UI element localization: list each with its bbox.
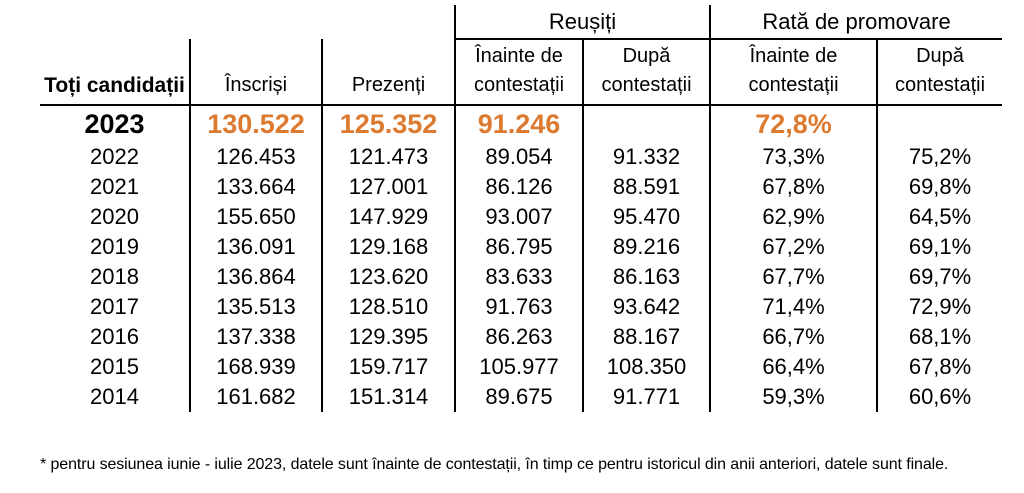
value-cell: 69,1% (876, 232, 1003, 262)
value-cell: 89.675 (454, 382, 584, 412)
value-cell: 147.929 (320, 202, 456, 232)
value-cell: 125.352 (320, 105, 456, 142)
col-header-prezenti: Prezenți (320, 39, 456, 106)
table-row-2020: 2020 155.650 147.929 93.007 95.470 62,9%… (40, 202, 1003, 232)
value-cell: 59,3% (709, 382, 878, 412)
value-cell: 67,8% (709, 172, 878, 202)
table-row-2023: 2023 130.522 125.352 91.246 72,8% (40, 105, 1003, 142)
year-cell: 2017 (90, 294, 139, 319)
value-cell: 136.864 (189, 262, 322, 292)
year-cell: 2019 (90, 234, 139, 259)
col-header-rata-dupa: După contestații (876, 39, 1003, 106)
year-cell: 2023 (84, 109, 145, 139)
table-row-2019: 2019 136.091 129.168 86.795 89.216 67,2%… (40, 232, 1003, 262)
table-row-2014: 2014 161.682 151.314 89.675 91.771 59,3%… (40, 382, 1003, 412)
value-cell: 168.939 (189, 352, 322, 382)
value-cell: 73,3% (709, 142, 878, 172)
group-header-rata-promovare: Rată de promovare (709, 5, 1003, 40)
table-row-2015: 2015 168.939 159.717 105.977 108.350 66,… (40, 352, 1003, 382)
year-cell: 2016 (90, 324, 139, 349)
year-cell: 2014 (90, 384, 139, 409)
value-cell: 88.591 (582, 172, 711, 202)
year-cell: 2018 (90, 264, 139, 289)
value-cell: 108.350 (582, 352, 711, 382)
col-header-reusiti-inainte: Înainte de contestații (454, 39, 584, 106)
value-cell: 68,1% (876, 322, 1003, 352)
value-cell: 67,8% (876, 352, 1003, 382)
year-cell: 2022 (90, 144, 139, 169)
value-cell: 129.395 (320, 322, 456, 352)
value-cell (582, 105, 711, 142)
value-cell: 93.642 (582, 292, 711, 322)
value-cell: 128.510 (320, 292, 456, 322)
value-cell: 129.168 (320, 232, 456, 262)
value-cell: 64,5% (876, 202, 1003, 232)
footnote: * pentru sesiunea iunie - iulie 2023, da… (40, 456, 949, 473)
table-row-2022: 2022 126.453 121.473 89.054 91.332 73,3%… (40, 142, 1003, 172)
value-cell: 67,7% (709, 262, 878, 292)
value-cell: 151.314 (320, 382, 456, 412)
table-row-2017: 2017 135.513 128.510 91.763 93.642 71,4%… (40, 292, 1003, 322)
value-cell: 86.126 (454, 172, 584, 202)
value-cell: 91.763 (454, 292, 584, 322)
col-header-inscrisi: Înscriși (189, 39, 322, 106)
table-row-2016: 2016 137.338 129.395 86.263 88.167 66,7%… (40, 322, 1003, 352)
group-header-row: Reușiți Rată de promovare (40, 5, 1003, 40)
value-cell: 75,2% (876, 142, 1003, 172)
value-cell: 105.977 (454, 352, 584, 382)
value-cell (876, 105, 1003, 142)
value-cell: 161.682 (189, 382, 322, 412)
table-row-2018: 2018 136.864 123.620 83.633 86.163 67,7%… (40, 262, 1003, 292)
value-cell: 66,7% (709, 322, 878, 352)
value-cell: 89.216 (582, 232, 711, 262)
value-cell: 136.091 (189, 232, 322, 262)
year-cell: 2015 (90, 354, 139, 379)
value-cell: 86.163 (582, 262, 711, 292)
value-cell: 95.470 (582, 202, 711, 232)
value-cell: 127.001 (320, 172, 456, 202)
bac-results-table: Reușiți Rată de promovare Toți candidați… (40, 5, 1003, 412)
value-cell: 137.338 (189, 322, 322, 352)
value-cell: 69,8% (876, 172, 1003, 202)
value-cell: 71,4% (709, 292, 878, 322)
value-cell: 91.332 (582, 142, 711, 172)
year-cell: 2021 (90, 174, 139, 199)
table-row-2021: 2021 133.664 127.001 86.126 88.591 67,8%… (40, 172, 1003, 202)
value-cell: 60,6% (876, 382, 1003, 412)
value-cell: 93.007 (454, 202, 584, 232)
value-cell: 89.054 (454, 142, 584, 172)
value-cell: 83.633 (454, 262, 584, 292)
year-cell: 2020 (90, 204, 139, 229)
value-cell: 121.473 (320, 142, 456, 172)
value-cell: 67,2% (709, 232, 878, 262)
value-cell: 155.650 (189, 202, 322, 232)
value-cell: 72,9% (876, 292, 1003, 322)
column-header-row: Toți candidații Înscriși Prezenți Înaint… (40, 39, 1003, 106)
col-header-rata-inainte: Înainte de contestații (709, 39, 878, 106)
value-cell: 62,9% (709, 202, 878, 232)
value-cell: 91.246 (454, 105, 584, 142)
value-cell: 88.167 (582, 322, 711, 352)
col-header-reusiti-dupa: După contestații (582, 39, 711, 106)
group-header-reusiti: Reușiți (454, 5, 711, 40)
value-cell: 69,7% (876, 262, 1003, 292)
value-cell: 86.795 (454, 232, 584, 262)
value-cell: 126.453 (189, 142, 322, 172)
value-cell: 135.513 (189, 292, 322, 322)
group-header-spacer (40, 5, 455, 39)
value-cell: 123.620 (320, 262, 456, 292)
value-cell: 66,4% (709, 352, 878, 382)
value-cell: 91.771 (582, 382, 711, 412)
value-cell: 72,8% (709, 105, 878, 142)
value-cell: 133.664 (189, 172, 322, 202)
value-cell: 130.522 (189, 105, 322, 142)
col-header-toti-candidatii: Toți candidații (40, 39, 190, 106)
value-cell: 86.263 (454, 322, 584, 352)
value-cell: 159.717 (320, 352, 456, 382)
